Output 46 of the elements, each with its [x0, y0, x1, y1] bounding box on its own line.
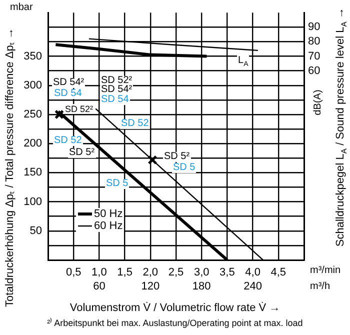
y-tick-label: 150 [24, 166, 42, 179]
y-tick-label: 300 [24, 79, 42, 92]
x2-tick-label: 60 [93, 280, 106, 293]
y2-tick-label: 90 [308, 21, 320, 34]
text: mbar [10, 2, 33, 13]
annotation: SD 52 [120, 118, 150, 129]
annotation: SD 54² [100, 84, 134, 95]
x2-tick-label: 120 [141, 280, 160, 293]
y-axis-title: Totaldruckerhöhung Δpₜ / Total pressure difference Δpₜ → [2, 28, 16, 307]
text: m³/min [310, 265, 341, 276]
annotation: SD 54 [53, 88, 83, 99]
x-tick-label: 3,0 [194, 266, 210, 279]
x-tick-label: 2,0 [142, 266, 158, 279]
x-tick-label: 3,5 [220, 266, 235, 279]
text: dB(A) [312, 90, 324, 116]
x-tick-label: 4,0 [245, 266, 260, 279]
y2-tick-label: 60 [308, 64, 320, 77]
annotation: SD 5² [163, 151, 191, 162]
y-tick-label: 200 [24, 138, 42, 150]
y2-tick-label: 80 [308, 36, 320, 48]
x-tick-label: 4,5 [270, 266, 286, 279]
annotation: SD 5² [68, 147, 96, 158]
y-tick-label: 100 [24, 196, 42, 208]
annotation: SD 52² [100, 75, 134, 86]
x-axis-title: Volumenstrom V̇ / Volumetric flow rate V̇ → [70, 302, 280, 314]
annotation: SD 54² [52, 77, 86, 88]
annotation: SD 54 [100, 94, 130, 105]
annotation: L$_{A}$ [237, 55, 250, 70]
y-tick-label: 50 [30, 224, 42, 237]
y2-tick-label: 70 [308, 50, 320, 62]
x-tick-label: 2,5 [168, 266, 184, 279]
y-tick-label: 250 [24, 108, 42, 120]
text: ²⁾ Arbeitspunkt bei max. Auslastung/Operating point at max. load [46, 318, 304, 329]
y-tick-label: 350 [24, 50, 42, 62]
x-tick-label: 1,0 [92, 266, 107, 279]
annotation: SD 5 [172, 162, 196, 173]
legend-label: 60 Hz [94, 220, 123, 232]
text: m³/h [310, 281, 330, 292]
annotation: SD 52 [53, 135, 83, 146]
x2-tick-label: 180 [192, 280, 211, 293]
annotation: SD 5 [105, 178, 130, 189]
x-tick-label: 0,5 [66, 266, 82, 279]
annotation: SD 52² [64, 104, 94, 114]
x2-tick-label: 240 [244, 280, 262, 293]
legend-label: 50 Hz [94, 208, 123, 220]
x-tick-label: 1,5 [117, 266, 132, 279]
